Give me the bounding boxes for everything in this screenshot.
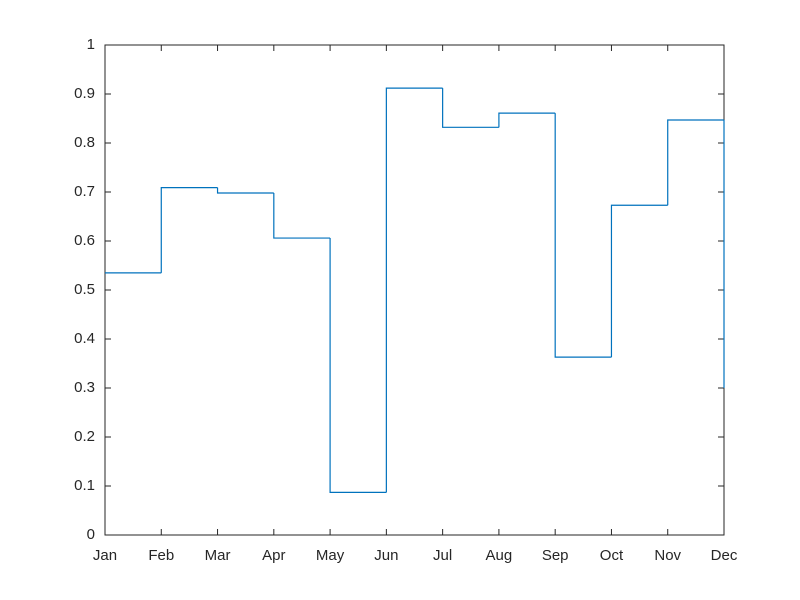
axes-box <box>104 44 725 536</box>
step <box>442 88 499 128</box>
step <box>498 112 556 128</box>
y-tick-label: 0.4 <box>74 330 95 347</box>
x-tick-label: May <box>316 547 345 564</box>
x-tick-label: Nov <box>654 547 681 564</box>
y-tick-label: 0.7 <box>74 183 95 200</box>
step <box>385 87 443 493</box>
y-tick-label: 1 <box>87 36 95 53</box>
x-tick-label: Aug <box>486 547 513 564</box>
step <box>667 119 724 206</box>
y-tick-label: 0.8 <box>74 134 95 151</box>
y-tick-label: 0.5 <box>74 281 95 298</box>
x-tick-label: Dec <box>711 547 738 564</box>
y-tick-label: 0.2 <box>74 428 95 445</box>
step <box>329 238 387 493</box>
y-tick-label: 0 <box>87 526 95 543</box>
x-tick-label: Jan <box>93 547 117 564</box>
y-tick-label: 0.9 <box>74 85 95 102</box>
x-tick-label: Jun <box>374 547 398 564</box>
y-tick-label: 0.1 <box>74 477 95 494</box>
y-tick-label: 0.6 <box>74 232 95 249</box>
x-tick-label: Apr <box>262 547 285 564</box>
x-tick-label: Sep <box>542 547 569 564</box>
x-tick-label: Mar <box>205 547 231 564</box>
x-tick-label: Oct <box>600 547 624 564</box>
step <box>273 192 331 239</box>
step <box>216 187 274 194</box>
x-tick-label: Feb <box>148 547 174 564</box>
y-tick-label: 0.3 <box>74 379 95 396</box>
step <box>610 204 668 358</box>
step <box>160 186 218 273</box>
x-tick-label: Jul <box>433 547 452 564</box>
step <box>554 113 612 358</box>
